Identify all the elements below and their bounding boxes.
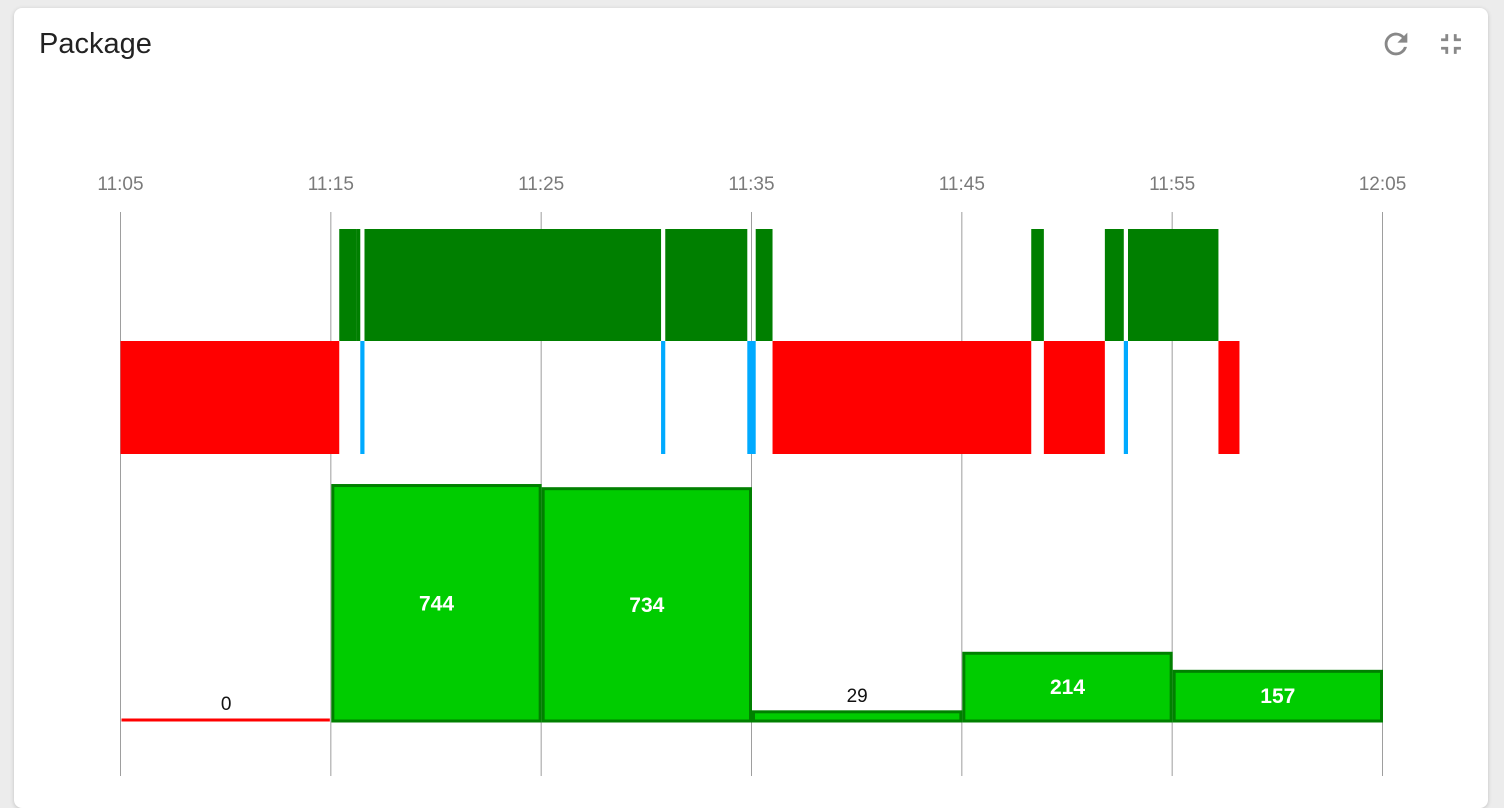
status-up-segment	[339, 229, 357, 341]
status-down-segment	[120, 341, 340, 454]
status-up-segment	[364, 229, 662, 341]
status-up-segment	[755, 229, 773, 341]
status-transition-segment	[360, 341, 365, 454]
status-down-segment	[772, 341, 1032, 454]
bar-value-label: 214	[1050, 676, 1085, 699]
status-down-segment	[1043, 341, 1105, 454]
status-up-segment	[1031, 229, 1044, 341]
bar-value-label: 744	[419, 592, 454, 615]
bar-value-label: 0	[221, 694, 232, 715]
status-transition-segment	[1123, 341, 1128, 454]
status-up-segment	[1127, 229, 1219, 341]
status-up-segment	[665, 229, 748, 341]
refresh-icon[interactable]	[1378, 26, 1414, 62]
count-bar	[752, 710, 963, 723]
widget-title: Package	[39, 28, 152, 60]
x-tick-label: 11:15	[308, 174, 354, 195]
x-tick-label: 11:55	[1149, 174, 1195, 195]
x-tick-label: 11:05	[97, 174, 143, 195]
count-bar	[331, 484, 542, 723]
timeline-chart: 11:05 11:15 11:25 11:35 11:45 11:55 12:05 0 744 7…	[97, 174, 1407, 776]
fullscreen-exit-icon[interactable]	[1433, 26, 1469, 62]
status-transition-segment	[661, 341, 666, 454]
count-bar	[962, 651, 1173, 723]
package-widget: Package 11:05 11:15 11:25 11:35 11:45 11:55 12…	[14, 8, 1488, 808]
x-tick-label: 11:45	[939, 174, 985, 195]
count-bar	[1172, 669, 1383, 723]
x-tick-label: 11:35	[728, 174, 774, 195]
status-up-segment	[356, 229, 361, 341]
x-tick-label: 11:25	[518, 174, 564, 195]
status-transition-segment	[747, 341, 756, 454]
bar-value-label: 734	[629, 594, 664, 617]
count-bar	[541, 487, 753, 723]
status-up-segment	[1104, 229, 1124, 341]
bar-value-label: 157	[1260, 685, 1295, 708]
status-down-segment	[1218, 341, 1240, 454]
bar-value-label: 29	[847, 686, 868, 707]
x-tick-label: 12:05	[1359, 174, 1407, 195]
